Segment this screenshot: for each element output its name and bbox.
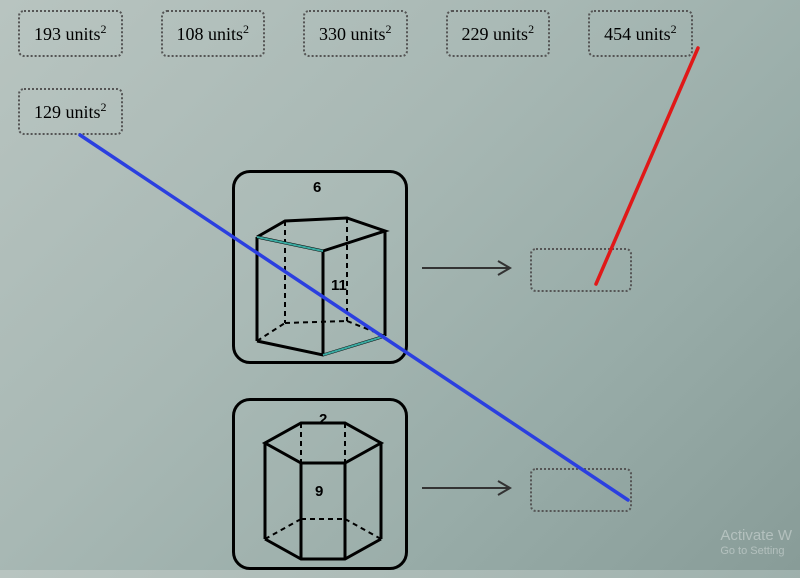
answer-exp: 2 — [101, 100, 107, 114]
answer-exp: 2 — [101, 22, 107, 36]
answer-option-1[interactable]: 193 units2 — [18, 10, 123, 57]
pentagon-top-edge-label: 6 — [313, 179, 321, 196]
watermark-line1: Activate W — [720, 527, 792, 545]
answer-unit: units — [208, 24, 243, 44]
answer-value: 129 — [34, 102, 61, 122]
drop-target-1[interactable] — [530, 248, 632, 292]
answer-value: 193 — [34, 24, 61, 44]
answer-option-2[interactable]: 108 units2 — [161, 10, 266, 57]
figure-pentagonal-prism: 6 11 — [232, 170, 408, 364]
answer-exp: 2 — [528, 22, 534, 36]
answer-exp: 2 — [243, 22, 249, 36]
answer-option-3[interactable]: 330 units2 — [303, 10, 408, 57]
hexagon-height-label: 9 — [315, 483, 323, 500]
windows-watermark: Activate W Go to Setting — [720, 527, 792, 558]
answer-value: 454 — [604, 24, 631, 44]
answer-option-5[interactable]: 454 units2 — [588, 10, 693, 57]
answer-exp: 2 — [386, 22, 392, 36]
answer-value: 229 — [462, 24, 489, 44]
answer-value: 108 — [177, 24, 204, 44]
watermark-line2: Go to Setting — [720, 545, 792, 558]
answer-unit: units — [636, 24, 671, 44]
answer-value: 330 — [319, 24, 346, 44]
figure-hexagonal-prism: 2 9 — [232, 398, 408, 570]
drop-target-2[interactable] — [530, 468, 632, 512]
arrow-icon — [420, 478, 520, 498]
answer-unit: units — [493, 24, 528, 44]
answer-option-4[interactable]: 229 units2 — [446, 10, 551, 57]
pentagon-height-label: 11 — [331, 277, 347, 294]
answer-option-6[interactable]: 129 units2 — [18, 88, 123, 135]
answer-unit: units — [66, 102, 101, 122]
hexagon-top-edge-label: 2 — [319, 411, 327, 428]
arrow-icon — [420, 258, 520, 278]
answer-unit: units — [351, 24, 386, 44]
answer-unit: units — [66, 24, 101, 44]
answer-exp: 2 — [671, 22, 677, 36]
pentagonal-prism-svg — [235, 173, 411, 367]
